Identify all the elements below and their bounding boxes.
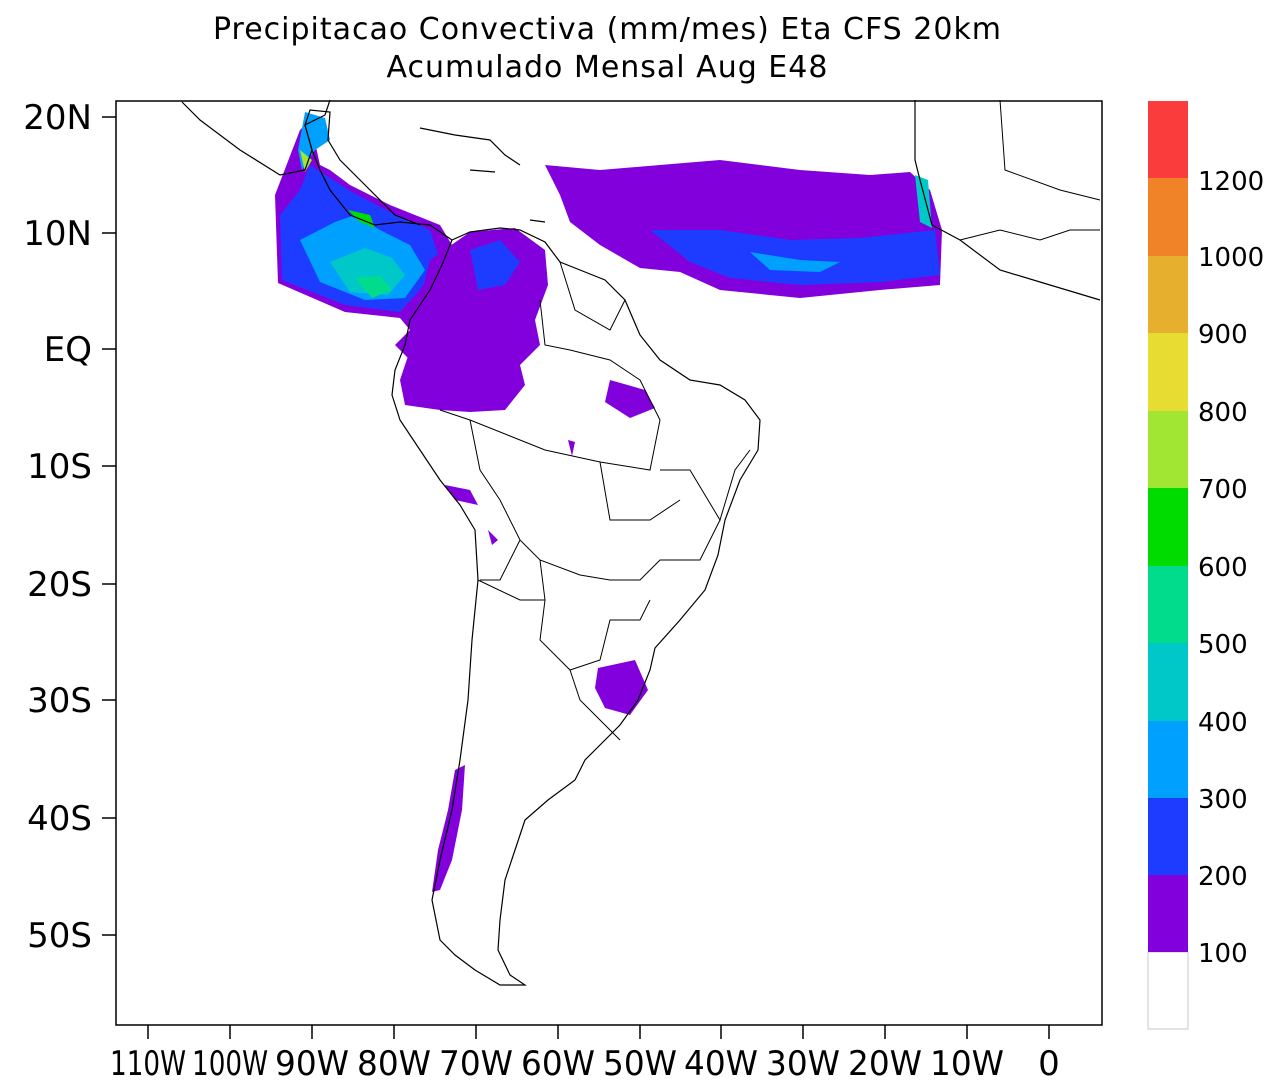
lat-label-30s: 30S (27, 681, 92, 721)
lat-label-20s: 20S (27, 565, 92, 605)
lon-label-110w: 110W (110, 1044, 186, 1080)
lon-label-100w: 100W (192, 1044, 268, 1080)
colorbar-swatch (1148, 101, 1188, 178)
colorbar-swatch (1148, 256, 1188, 333)
colorbar-label-100: 100 (1198, 939, 1248, 969)
chart-subtitle: Acumulado Mensal Aug E48 (386, 50, 829, 85)
lon-label-30w: 30W (766, 1044, 840, 1080)
colorbar-label-300: 300 (1198, 785, 1248, 815)
colorbar-swatch (1148, 798, 1188, 875)
lon-label-40w: 40W (684, 1044, 758, 1080)
lon-label-50w: 50W (603, 1044, 677, 1080)
colorbar-label-900: 900 (1198, 320, 1248, 350)
country-borders (439, 99, 1101, 741)
colorbar-swatch (1148, 488, 1188, 566)
lat-label-40s: 40S (27, 799, 92, 839)
map-frame (115, 100, 1103, 1026)
colorbar-swatch (1148, 566, 1188, 643)
chart-title: Precipitacao Convectiva (mm/mes) Eta CFS… (212, 12, 1003, 47)
coastlines (181, 99, 1101, 986)
colorbar-swatch (1148, 875, 1188, 952)
colorbar-label-400: 400 (1198, 708, 1248, 738)
colorbar-label-200: 200 (1198, 862, 1248, 892)
colorbar-label-600: 600 (1198, 553, 1248, 583)
lon-label-80w: 80W (357, 1044, 431, 1080)
colorbar-label-800: 800 (1198, 398, 1248, 428)
caribbean-islands (419, 127, 546, 223)
lat-label-10s: 10S (27, 447, 92, 487)
colorbar-label-1200: 1200 (1198, 167, 1264, 197)
lon-label-70w: 70W (439, 1044, 513, 1080)
south-america-coast (391, 227, 761, 986)
lon-label-20w: 20W (848, 1044, 922, 1080)
africa-coast (914, 100, 1101, 301)
latitude-axis: 20N 10N EQ 10S 20S 30S 40S 50S (23, 98, 116, 956)
lon-label-60w: 60W (521, 1044, 595, 1080)
precip-pacific-green (355, 276, 392, 298)
north-america-coast (181, 99, 331, 176)
precip-atlantic-blue (650, 230, 940, 285)
lon-label-10w: 10W (930, 1044, 1004, 1080)
colorbar-swatch (1148, 178, 1188, 256)
colorbar-swatch (1147, 951, 1189, 1030)
colorbar-swatch (1148, 643, 1188, 721)
colorbar-label-500: 500 (1198, 630, 1248, 660)
colorbar: 100 200 300 400 500 600 700 800 900 1000… (1147, 101, 1264, 1030)
lat-label-20n: 20N (23, 98, 92, 138)
colorbar-label-1000: 1000 (1198, 243, 1264, 273)
colorbar-swatch (1148, 411, 1188, 488)
colorbar-swatch (1148, 721, 1188, 798)
precip-pacific-cyan (330, 248, 405, 295)
lon-label-0: 0 (1038, 1044, 1060, 1080)
lat-label-10n: 10N (23, 214, 92, 254)
precip-south-brazil (595, 660, 648, 715)
lat-label-eq: EQ (44, 330, 92, 370)
precipitation-field (275, 112, 942, 892)
lat-label-50s: 50S (27, 916, 92, 956)
lon-label-90w: 90W (275, 1044, 349, 1080)
colorbar-swatch (1148, 333, 1188, 411)
longitude-axis: 110W 100W 90W 80W 70W 60W 50W 40W 30W 20… (110, 1025, 1060, 1080)
colorbar-label-700: 700 (1198, 475, 1248, 505)
